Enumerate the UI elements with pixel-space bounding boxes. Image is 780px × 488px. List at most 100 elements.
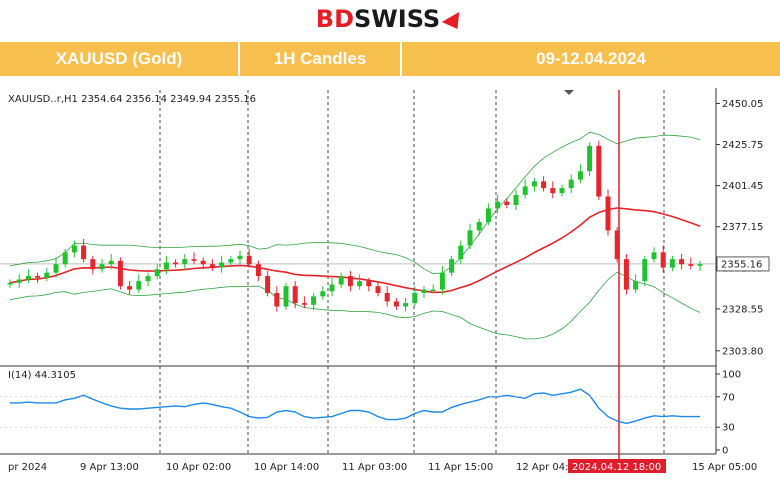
oscillator <box>0 388 716 428</box>
candle-body <box>596 145 602 197</box>
lower-band-line <box>9 271 701 340</box>
candle-body <box>108 260 114 265</box>
candle-body <box>651 252 657 260</box>
candle-body <box>81 245 87 260</box>
price-tick-label: 2450.05 <box>722 99 763 110</box>
oscillator-tick-label: 0 <box>722 446 728 457</box>
candle-body <box>154 269 160 277</box>
highlight-time-bg <box>568 459 666 473</box>
candle-body <box>117 260 123 287</box>
oscillator-tick-label: 100 <box>722 370 741 381</box>
candle-body <box>384 292 390 302</box>
oscillator-tick-label: 30 <box>722 423 735 434</box>
candle-body <box>219 262 225 268</box>
candle-body <box>182 259 188 265</box>
candle-body <box>430 289 436 292</box>
logo-bd: BD <box>315 5 355 33</box>
time-tick-label: 15 Apr 05:00 <box>692 462 757 473</box>
logo-arrow-icon <box>442 11 467 34</box>
candle-body <box>541 181 547 189</box>
bollinger-bands <box>9 131 701 340</box>
candle-body <box>458 245 464 260</box>
candle-body <box>679 259 685 265</box>
candle-body <box>531 181 537 187</box>
time-tick-label: 9 Apr 13:00 <box>80 462 139 473</box>
brand-logo: BDSWISS <box>0 4 780 34</box>
candle-body <box>421 289 427 293</box>
candle-body <box>283 286 289 307</box>
candle-body <box>495 201 501 209</box>
price-tick-label: 2328.55 <box>722 304 763 315</box>
price-chart: 2450.052425.752401.452377.152352.852328.… <box>0 76 780 488</box>
candle-body <box>403 303 409 307</box>
oscillator-tick-label: 70 <box>722 392 735 403</box>
candle-body <box>412 292 418 304</box>
candle-body <box>605 196 611 231</box>
candle-body <box>338 276 344 285</box>
candle-body <box>357 281 363 287</box>
candle-body <box>292 286 298 304</box>
candle-body <box>127 286 133 290</box>
candle-body <box>35 276 41 278</box>
candle-body <box>449 259 455 273</box>
candle-body <box>513 194 519 206</box>
price-tick-label: 2377.15 <box>722 222 763 233</box>
candle-body <box>577 171 583 180</box>
candle-body <box>90 259 96 270</box>
candle-body <box>688 264 694 266</box>
candle-body <box>191 259 197 261</box>
moving-average-line <box>9 207 701 294</box>
candle-body <box>347 276 353 287</box>
scroll-marker-icon <box>564 90 574 95</box>
candle-body <box>99 264 105 270</box>
candle-body <box>311 296 317 305</box>
candle-body <box>62 252 68 265</box>
header-dates: 09-12.04.2024 <box>536 49 646 68</box>
candle-body <box>44 272 50 278</box>
candle-body <box>375 286 381 293</box>
current-price-label: 2355.16 <box>721 259 762 270</box>
candle-body <box>587 145 593 172</box>
candle-body <box>237 255 243 260</box>
logo-swiss: SWISS <box>354 5 441 33</box>
candle-body <box>366 281 372 287</box>
candle-body <box>633 281 639 290</box>
candle-body <box>568 179 574 189</box>
candle-body <box>669 259 675 268</box>
candle-body <box>614 230 620 260</box>
time-tick-label: 11 Apr 03:00 <box>342 462 407 473</box>
candle-body <box>173 262 179 265</box>
upper-band-line <box>9 131 701 275</box>
oscillator-axis: 100 70 30 0 <box>716 370 741 457</box>
time-tick-label: 11 Apr 15:00 <box>428 462 493 473</box>
candle-body <box>504 201 510 206</box>
candle-body <box>301 303 307 305</box>
oscillator-info-label: I(14) 44.3105 <box>8 370 76 381</box>
candle-body <box>163 262 169 270</box>
candle-body <box>393 301 399 307</box>
price-tick-label: 2303.80 <box>722 346 763 357</box>
candle-body <box>145 276 151 282</box>
time-tick-label: 10 Apr 14:00 <box>254 462 319 473</box>
candle-body <box>485 208 491 222</box>
candle-body <box>320 291 326 297</box>
chart-header: XAUUSD (Gold) 1H Candles 09-12.04.2024 <box>0 42 780 76</box>
header-timeframe: 1H Candles <box>240 42 402 76</box>
candle-body <box>71 245 77 253</box>
candle-body <box>209 264 215 268</box>
candle-body <box>200 260 206 265</box>
candles <box>7 90 703 466</box>
price-tick-label: 2401.45 <box>722 181 763 192</box>
candle-body <box>559 188 565 194</box>
candle-body <box>53 264 59 273</box>
candle-body <box>265 276 271 293</box>
candle-body <box>274 292 280 307</box>
oscillator-line <box>10 388 700 425</box>
time-tick-label: pr 2024 <box>8 462 47 473</box>
candle-body <box>642 259 648 282</box>
candle-body <box>255 264 261 277</box>
price-tick-label: 2425.75 <box>722 140 763 151</box>
header-symbol: XAUUSD (Gold) <box>0 42 240 76</box>
price-info-label: XAUUSD..r,H1 2354.64 2356.14 2349.94 235… <box>8 94 256 105</box>
candle-body <box>550 188 556 194</box>
